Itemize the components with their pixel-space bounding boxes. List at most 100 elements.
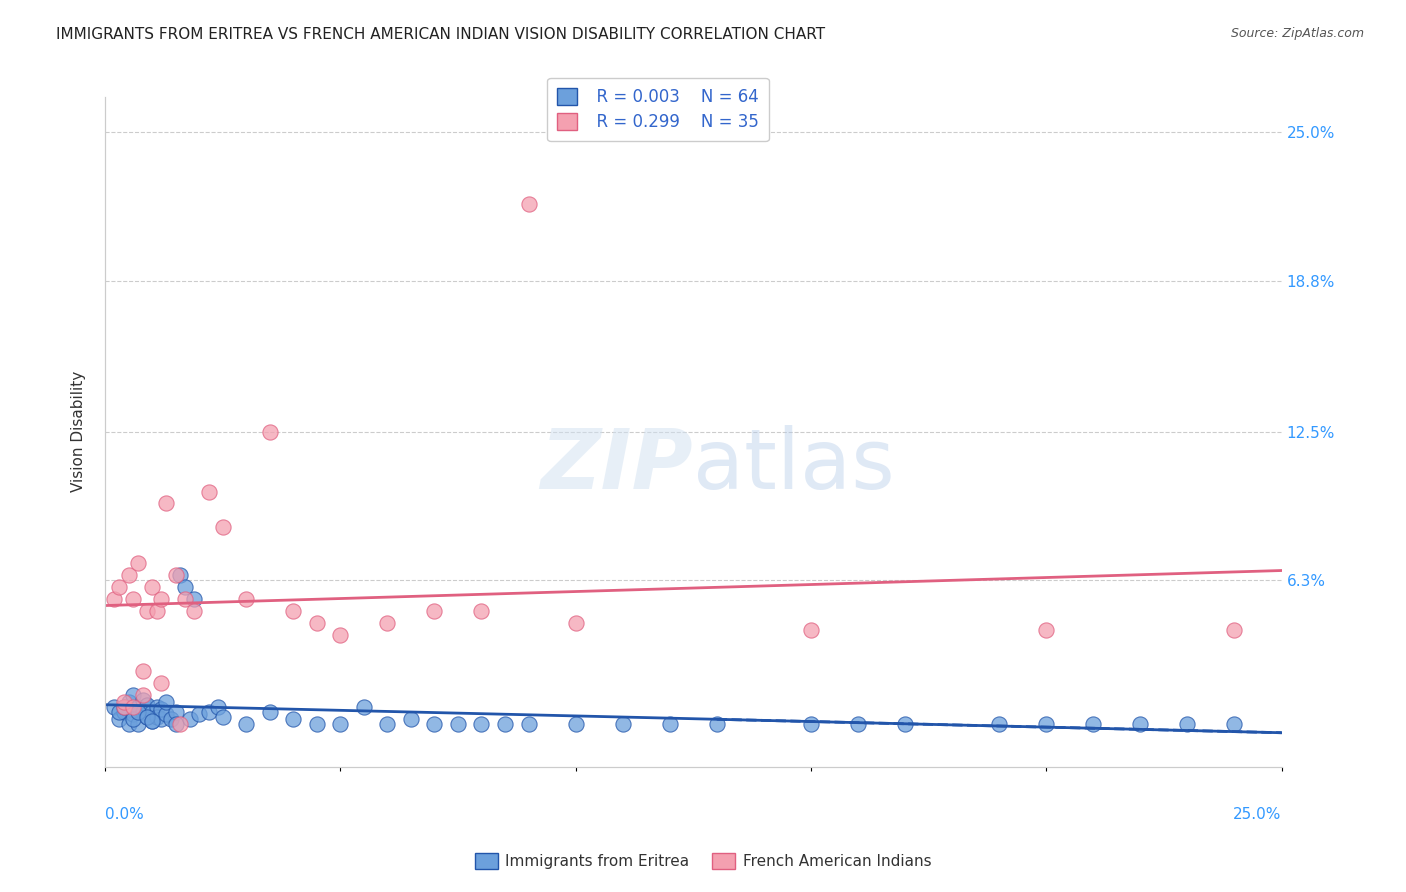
- Point: [470, 716, 492, 731]
- Point: [155, 496, 177, 510]
- Point: [136, 698, 159, 712]
- Point: [800, 624, 823, 638]
- Point: [494, 716, 516, 731]
- Point: [155, 695, 177, 709]
- Point: [423, 604, 446, 618]
- Point: [136, 709, 159, 723]
- Point: [160, 712, 183, 726]
- Point: [150, 712, 173, 726]
- Point: [1035, 624, 1057, 638]
- Point: [127, 557, 149, 571]
- Point: [108, 580, 131, 594]
- Point: [150, 702, 173, 716]
- Point: [1223, 624, 1246, 638]
- Point: [329, 628, 352, 642]
- Point: [145, 709, 167, 723]
- Point: [846, 716, 869, 731]
- Point: [112, 705, 135, 719]
- Point: [612, 716, 634, 731]
- Text: atlas: atlas: [693, 425, 896, 506]
- Point: [127, 700, 149, 714]
- Point: [283, 712, 305, 726]
- Y-axis label: Vision Disability: Vision Disability: [72, 371, 86, 492]
- Point: [145, 700, 167, 714]
- Point: [211, 520, 233, 534]
- Point: [399, 712, 422, 726]
- Point: [259, 425, 281, 439]
- Point: [131, 664, 153, 678]
- Point: [283, 604, 305, 618]
- Point: [517, 197, 540, 211]
- Point: [329, 716, 352, 731]
- Point: [211, 709, 233, 723]
- Point: [122, 700, 145, 714]
- Point: [165, 716, 187, 731]
- Point: [564, 716, 586, 731]
- Point: [141, 580, 163, 594]
- Point: [988, 716, 1011, 731]
- Point: [1035, 716, 1057, 731]
- Point: [108, 705, 131, 719]
- Point: [377, 616, 399, 631]
- Point: [141, 714, 163, 729]
- Point: [108, 712, 131, 726]
- Point: [169, 716, 191, 731]
- Point: [122, 688, 145, 702]
- Point: [235, 592, 257, 607]
- Point: [197, 484, 219, 499]
- Text: Source: ZipAtlas.com: Source: ZipAtlas.com: [1230, 27, 1364, 40]
- Point: [305, 616, 328, 631]
- Point: [207, 700, 229, 714]
- Point: [377, 716, 399, 731]
- Point: [197, 705, 219, 719]
- Point: [103, 592, 125, 607]
- Point: [305, 716, 328, 731]
- Point: [470, 604, 492, 618]
- Point: [183, 604, 205, 618]
- Point: [117, 716, 139, 731]
- Point: [122, 592, 145, 607]
- Point: [150, 676, 173, 690]
- Point: [117, 695, 139, 709]
- Point: [169, 568, 191, 582]
- Point: [131, 688, 153, 702]
- Point: [800, 716, 823, 731]
- Text: ZIP: ZIP: [541, 425, 693, 506]
- Text: IMMIGRANTS FROM ERITREA VS FRENCH AMERICAN INDIAN VISION DISABILITY CORRELATION : IMMIGRANTS FROM ERITREA VS FRENCH AMERIC…: [56, 27, 825, 42]
- Text: 0.0%: 0.0%: [105, 807, 143, 822]
- Point: [122, 707, 145, 722]
- Point: [112, 700, 135, 714]
- Point: [136, 709, 159, 723]
- Point: [179, 712, 201, 726]
- Point: [1223, 716, 1246, 731]
- Text: 25.0%: 25.0%: [1233, 807, 1281, 822]
- Point: [1083, 716, 1105, 731]
- Point: [706, 716, 728, 731]
- Legend:   R = 0.003    N = 64,   R = 0.299    N = 35: R = 0.003 N = 64, R = 0.299 N = 35: [547, 78, 769, 141]
- Point: [564, 616, 586, 631]
- Point: [112, 695, 135, 709]
- Point: [423, 716, 446, 731]
- Point: [183, 592, 205, 607]
- Point: [131, 692, 153, 706]
- Point: [127, 716, 149, 731]
- Point: [122, 712, 145, 726]
- Point: [259, 705, 281, 719]
- Point: [188, 707, 211, 722]
- Point: [174, 592, 197, 607]
- Point: [136, 604, 159, 618]
- Point: [150, 592, 173, 607]
- Point: [141, 714, 163, 729]
- Point: [155, 707, 177, 722]
- Point: [117, 568, 139, 582]
- Point: [131, 705, 153, 719]
- Point: [141, 705, 163, 719]
- Point: [1129, 716, 1152, 731]
- Point: [235, 716, 257, 731]
- Point: [658, 716, 681, 731]
- Point: [165, 568, 187, 582]
- Point: [112, 700, 135, 714]
- Legend: Immigrants from Eritrea, French American Indians: Immigrants from Eritrea, French American…: [468, 847, 938, 875]
- Point: [174, 580, 197, 594]
- Point: [353, 700, 375, 714]
